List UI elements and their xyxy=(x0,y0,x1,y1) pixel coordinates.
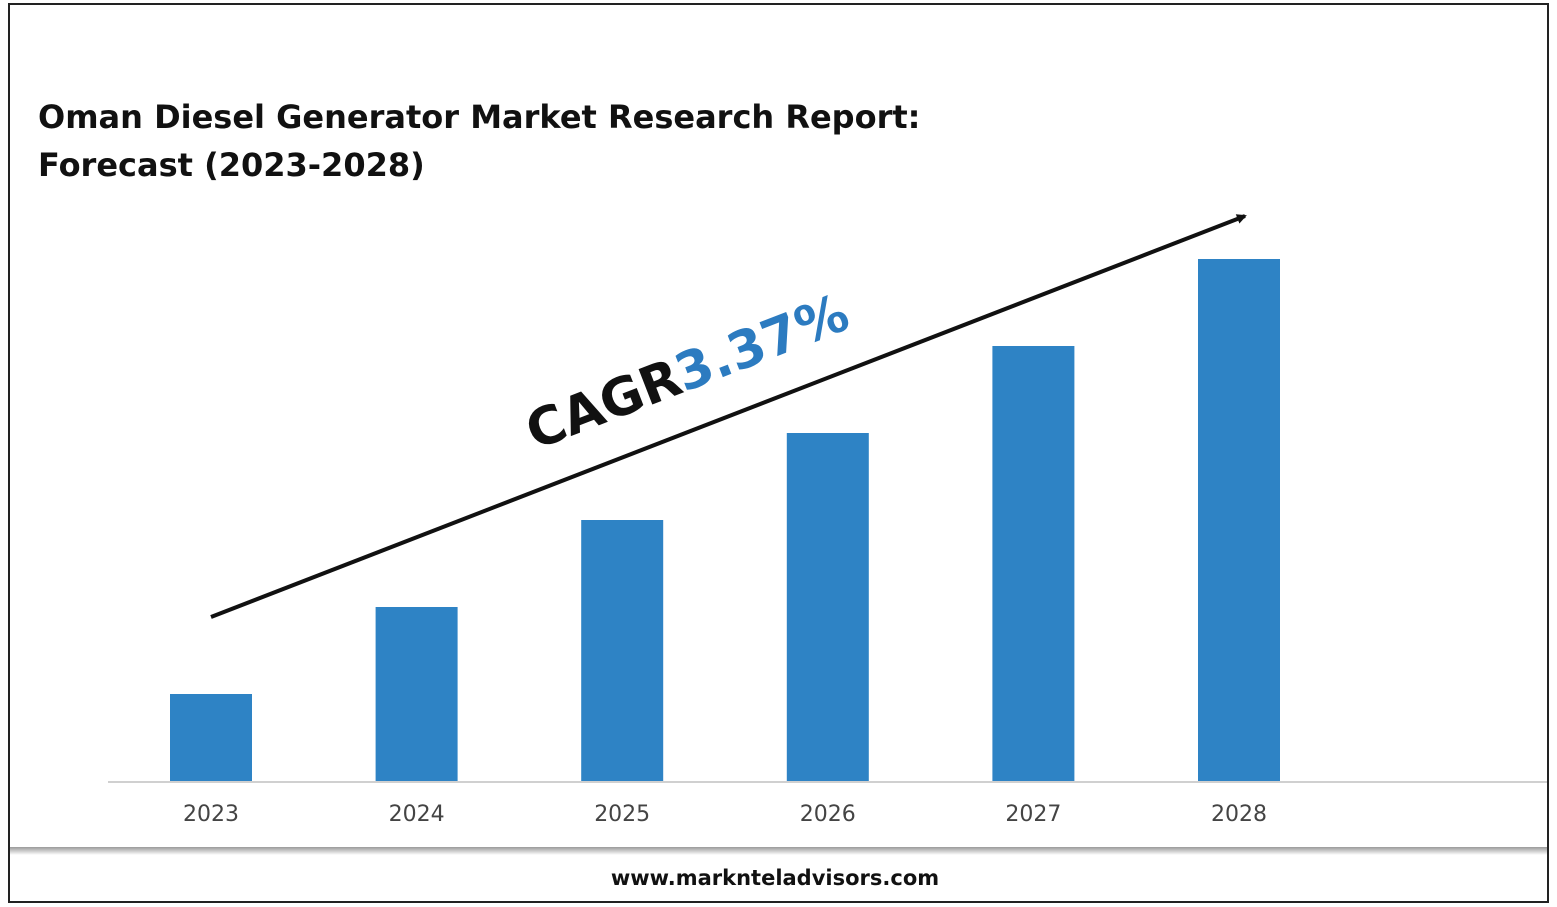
footer: www.marknteladvisors.com xyxy=(611,866,939,890)
x-tick-label: 2024 xyxy=(389,802,445,827)
bar xyxy=(170,694,252,781)
bar xyxy=(581,520,664,781)
trend-arrow xyxy=(210,214,1247,619)
chart-title: Oman Diesel Generator Market Research Re… xyxy=(38,98,920,136)
x-tick-label: 2028 xyxy=(1211,802,1267,827)
x-tick-label: 2027 xyxy=(1005,802,1061,827)
cagr-value: 3.37% xyxy=(667,283,857,404)
bar xyxy=(992,346,1075,781)
x-tick-label: 2025 xyxy=(594,802,650,827)
divider xyxy=(10,847,1547,855)
cagr-label: CAGR xyxy=(518,348,690,462)
chart-title: Forecast (2023-2028) xyxy=(38,146,425,184)
x-tick-label: 2026 xyxy=(800,802,856,827)
bar xyxy=(375,607,458,781)
bar xyxy=(1198,259,1280,781)
frame xyxy=(8,3,1549,903)
x-tick-label: 2023 xyxy=(183,802,239,827)
bar xyxy=(786,433,869,781)
